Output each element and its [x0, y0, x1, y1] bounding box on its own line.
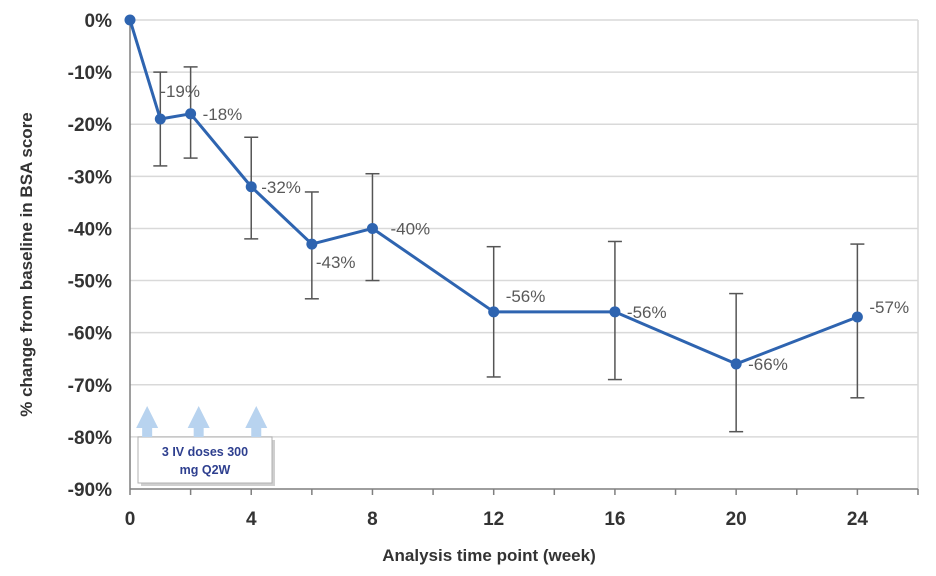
data-labels: -19%-18% -32% -43% -40% -56% -56% -66% -57% [160, 82, 909, 374]
data-point [609, 306, 621, 318]
y-tick-label: -80% [68, 428, 112, 449]
dose-box [137, 436, 273, 484]
data-point [366, 222, 378, 234]
y-tick-label: -70% [68, 376, 112, 397]
x-axis-title: Analysis time point (week) [382, 546, 596, 565]
data-point [488, 306, 500, 318]
y-tick-label: -90% [68, 480, 112, 501]
x-tick-label: 20 [726, 509, 747, 530]
y-axis-title: % change from baseline in BSA score [17, 112, 36, 417]
dose-arrow [136, 406, 159, 437]
y-tick-label: -50% [68, 272, 112, 293]
x-tick-label: 24 [847, 509, 869, 530]
data-label: -43% [316, 253, 356, 272]
data-point [306, 238, 318, 250]
error-bars [153, 66, 865, 433]
data-label: -56% [506, 287, 546, 306]
series-line [128, 19, 858, 366]
y-tick-label: -30% [68, 167, 112, 188]
y-tick-label: 0% [85, 11, 113, 32]
series-line-layer [124, 14, 863, 370]
data-point [851, 311, 863, 323]
data-point [185, 108, 197, 120]
y-tick-label: -60% [68, 324, 112, 345]
y-tick-label: -20% [68, 115, 112, 136]
dose-arrow [245, 406, 268, 437]
x-tick-label: 0 [125, 509, 136, 530]
dose-arrow [187, 406, 210, 437]
data-label: -57% [869, 298, 909, 317]
y-tick-label: -40% [68, 219, 112, 240]
dose-text-line2: mg Q2W [180, 463, 231, 477]
data-point [124, 14, 136, 26]
gridlines [130, 19, 919, 489]
data-label: -40% [390, 219, 430, 238]
data-label: -18% [203, 105, 243, 124]
data-point [245, 181, 257, 193]
dose-annotation: 3 IV doses 300 mg Q2W [136, 406, 275, 486]
x-tick-label: 4 [246, 509, 257, 530]
x-tick-label: 12 [483, 509, 504, 530]
x-tick-label: 16 [604, 509, 625, 530]
data-point [730, 358, 742, 370]
data-label: -66% [748, 355, 788, 374]
data-label: -56% [627, 303, 667, 322]
data-label: -32% [261, 178, 301, 197]
data-point [154, 113, 166, 125]
x-tick-label: 8 [367, 509, 378, 530]
data-label: -19% [160, 82, 200, 101]
axes: 0% -10% -20% -30% -40% -50% -60% -70% -80% -90% 0 4… [68, 11, 919, 530]
y-tick-label: -10% [68, 63, 112, 84]
dose-text-line1: 3 IV doses 300 [162, 445, 248, 459]
